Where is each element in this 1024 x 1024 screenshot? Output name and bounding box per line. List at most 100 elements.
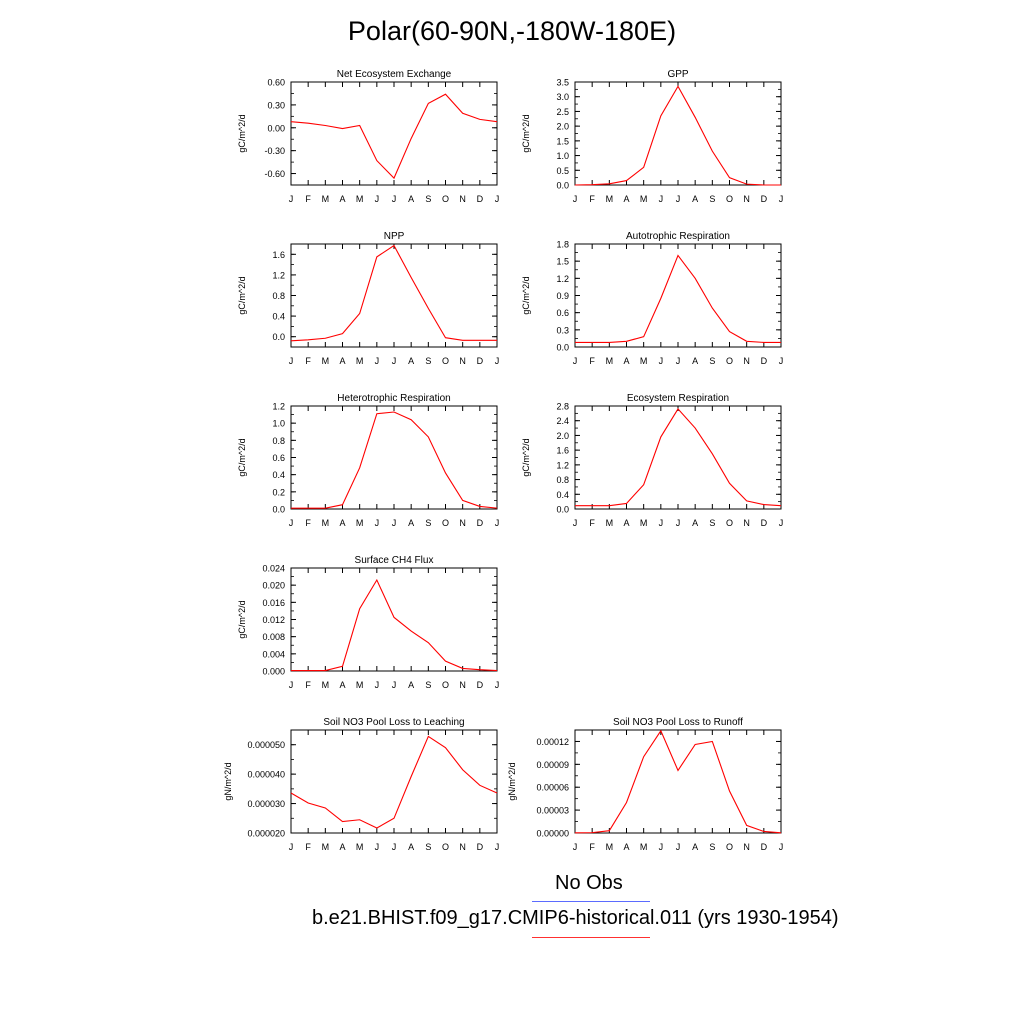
y-axis-label: gN/m^2/d — [507, 762, 517, 800]
x-tick-label: J — [676, 842, 681, 852]
x-tick-label: M — [640, 842, 648, 852]
x-tick-label: F — [305, 356, 311, 366]
x-tick-label: J — [392, 680, 397, 690]
y-tick-label: 0.3 — [556, 325, 569, 335]
x-tick-label: A — [408, 680, 414, 690]
y-tick-label: 2.0 — [556, 431, 569, 441]
y-tick-label: 0.000040 — [247, 770, 285, 780]
y-tick-label: 2.4 — [556, 416, 569, 426]
chart-svg: J F M A M J J A S O N D J0.00.30.60.91.21.51.8Autotr… — [521, 231, 783, 366]
panel-soil-no3-leaching: J F M A M J J A S O N D J 0.000020 0.000030 0.000040 0.0… — [223, 717, 499, 852]
x-tick-label: N — [743, 842, 750, 852]
x-tick-label: D — [477, 680, 484, 690]
legend-label-model-run: b.e21.BHIST.f09_g17.CMIP6-historical.011… — [312, 907, 839, 929]
panel-title: Autotrophic Respiration — [626, 231, 730, 242]
x-tick-label: A — [339, 518, 345, 528]
series-line — [291, 578, 498, 672]
x-tick-label: F — [589, 842, 595, 852]
y-tick-label: 0.4 — [272, 470, 285, 480]
y-axis-label: gC/m^2/d — [237, 114, 247, 152]
x-tick-label: J — [779, 356, 784, 366]
panel-title: GPP — [667, 69, 688, 80]
y-tick-label: -0.60 — [264, 169, 285, 179]
y-axis-label: gC/m^2/d — [521, 276, 531, 314]
y-tick-label: 0.4 — [556, 490, 569, 500]
panel-heterotrophic-respiration: J F M A M J J A S O N D J 0.0 0.2 0.4 0.6 0.8 1.0 1.2 Hetero… — [237, 393, 499, 528]
x-tick-label: F — [589, 518, 595, 528]
x-tick-label: J — [676, 356, 681, 366]
series-line — [574, 729, 782, 834]
x-tick-label: D — [477, 842, 484, 852]
y-tick-label: 3.5 — [556, 78, 569, 88]
y-tick-label: 0.4 — [272, 312, 285, 322]
x-tick-label: M — [606, 518, 614, 528]
plot-frame — [290, 81, 498, 186]
y-tick-label: 0.000 — [262, 667, 285, 677]
x-tick-label: J — [573, 518, 578, 528]
y-tick-label: 1.0 — [272, 419, 285, 429]
y-tick-label: 0.30 — [267, 100, 285, 110]
x-tick-label: M — [606, 194, 614, 204]
x-tick-label: M — [322, 518, 330, 528]
y-tick-label: 1.5 — [556, 136, 569, 146]
x-tick-label: M — [606, 842, 614, 852]
y-tick-label: 0.8 — [556, 475, 569, 485]
x-tick-label: A — [339, 680, 345, 690]
y-tick-label: 0.0 — [556, 181, 569, 191]
x-tick-label: J — [289, 842, 294, 852]
x-tick-label: J — [676, 194, 681, 204]
y-tick-label: 0.00 — [267, 123, 285, 133]
x-tick-label: S — [709, 194, 715, 204]
x-tick-label: M — [606, 356, 614, 366]
chart-svg: J F M A M J J A S O N D J0.00.20.40.60.81.01.2Hetero… — [237, 393, 499, 528]
x-tick-label: M — [322, 842, 330, 852]
series-line — [574, 85, 781, 186]
x-tick-label: A — [408, 356, 414, 366]
x-tick-label: A — [692, 194, 698, 204]
x-tick-label: M — [640, 194, 648, 204]
x-tick-label: J — [375, 518, 380, 528]
y-tick-label: 1.5 — [556, 257, 569, 267]
y-tick-label: 0.008 — [262, 632, 285, 642]
x-tick-label: O — [726, 194, 733, 204]
x-tick-label: N — [459, 194, 466, 204]
x-tick-label: J — [375, 842, 380, 852]
x-tick-label: N — [459, 356, 466, 366]
x-tick-label: A — [692, 356, 698, 366]
plot-frame — [290, 405, 498, 510]
y-tick-label: 0.9 — [556, 291, 569, 301]
x-tick-label: J — [392, 842, 397, 852]
x-tick-label: J — [659, 194, 664, 204]
series-line — [290, 735, 498, 829]
x-tick-label: J — [375, 356, 380, 366]
panel-gpp: J F M A M J J A S O N D J 0.0 0.5 1.0 1.5 2.0 2.5 3.0 3.5 GPP… — [521, 69, 783, 204]
x-tick-label: S — [709, 356, 715, 366]
x-tick-label: A — [339, 356, 345, 366]
x-tick-label: D — [477, 194, 484, 204]
plot-frame — [290, 243, 498, 348]
y-tick-label: 0.000030 — [247, 799, 285, 809]
panel-title: Net Ecosystem Exchange — [337, 69, 452, 80]
x-tick-label: O — [442, 194, 449, 204]
plot-frame — [290, 567, 498, 672]
y-tick-label: 0.8 — [272, 291, 285, 301]
x-tick-label: M — [640, 356, 648, 366]
x-tick-label: J — [495, 842, 500, 852]
y-tick-label: 0.8 — [272, 436, 285, 446]
x-tick-label: O — [726, 518, 733, 528]
x-tick-label: J — [779, 842, 784, 852]
x-tick-label: A — [339, 194, 345, 204]
x-tick-label: D — [761, 356, 768, 366]
y-tick-label: 2.8 — [556, 402, 569, 412]
x-tick-label: A — [339, 842, 345, 852]
y-tick-label: 1.0 — [556, 151, 569, 161]
chart-svg: J F M A M J J A S O N D J0.000000.000030.000060.0000… — [507, 717, 783, 852]
legend-line-model-run — [532, 937, 650, 938]
y-tick-label: 0.0 — [272, 505, 285, 515]
x-tick-label: M — [640, 518, 648, 528]
series-line — [291, 411, 498, 509]
x-tick-label: J — [659, 518, 664, 528]
x-tick-label: J — [375, 680, 380, 690]
